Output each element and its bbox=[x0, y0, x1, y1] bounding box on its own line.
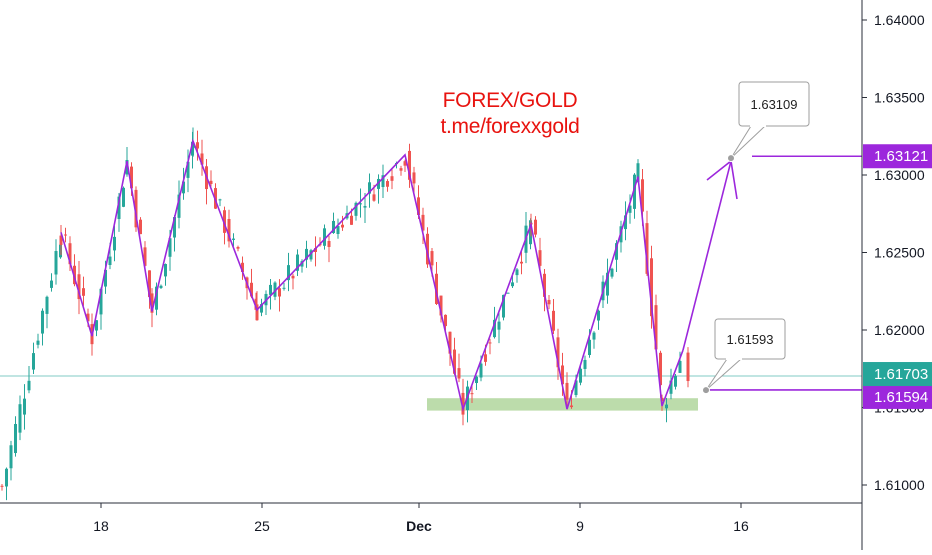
candle-body bbox=[534, 220, 537, 235]
candle-body bbox=[10, 445, 13, 468]
callout-anchor-dot bbox=[728, 155, 735, 162]
candle-body bbox=[283, 288, 286, 289]
y-tick-label: 1.63500 bbox=[874, 90, 925, 106]
candle-body bbox=[431, 251, 434, 265]
candle-body bbox=[665, 405, 668, 409]
candle-body bbox=[489, 342, 492, 343]
y-tick-label: 1.62500 bbox=[874, 245, 925, 261]
candle-body bbox=[196, 142, 199, 148]
support-zone-layer bbox=[0, 376, 862, 411]
pattern-layer bbox=[61, 141, 862, 409]
candle-body bbox=[292, 276, 295, 279]
x-tick-label: Dec bbox=[406, 518, 432, 534]
candle-body bbox=[50, 281, 53, 288]
zigzag-pattern-line bbox=[61, 141, 683, 409]
watermark-line-1: FOREX/GOLD bbox=[400, 88, 620, 114]
candle-body bbox=[41, 311, 44, 334]
candle-body bbox=[23, 399, 26, 415]
candle-body bbox=[341, 225, 344, 228]
projection-arrow-right bbox=[731, 161, 737, 199]
candle-body bbox=[588, 340, 591, 355]
candle-body bbox=[32, 353, 35, 370]
candle-body bbox=[82, 288, 85, 296]
candle-body bbox=[611, 269, 614, 277]
candle-body bbox=[570, 405, 573, 407]
candle-body bbox=[458, 368, 461, 378]
candle-body bbox=[109, 257, 112, 265]
candle-body bbox=[597, 311, 600, 321]
candle-body bbox=[386, 181, 389, 187]
candle-body bbox=[28, 381, 31, 390]
callout-pointer bbox=[706, 359, 741, 390]
y-tick-label: 1.61000 bbox=[874, 477, 925, 493]
watermark-line-2: t.me/forexxgold bbox=[400, 114, 620, 140]
x-tick-label: 18 bbox=[93, 518, 109, 534]
candle-body bbox=[278, 288, 281, 296]
candle-body bbox=[113, 237, 116, 251]
candle-body bbox=[475, 377, 478, 383]
candle-body bbox=[520, 262, 523, 264]
x-tick-label: 9 bbox=[576, 518, 584, 534]
candle-body bbox=[584, 360, 587, 369]
candle-body bbox=[593, 333, 596, 340]
target-price-badge-text: 1.63121 bbox=[874, 148, 928, 165]
candle-body bbox=[400, 168, 403, 171]
candle-body bbox=[373, 194, 376, 200]
candle-body bbox=[350, 216, 353, 225]
callout-joint bbox=[750, 125, 766, 127]
candle-body bbox=[164, 264, 167, 276]
candle-body bbox=[484, 354, 487, 362]
candle-body bbox=[548, 300, 551, 304]
callout-label: 1.63109 bbox=[751, 97, 798, 112]
callout-pointer bbox=[731, 126, 765, 158]
y-tick-label: 1.62000 bbox=[874, 322, 925, 338]
candle-body bbox=[471, 393, 474, 394]
callout-joint bbox=[726, 358, 742, 360]
candle-body bbox=[413, 172, 416, 183]
candle-body bbox=[237, 247, 240, 249]
candle-body bbox=[5, 469, 8, 487]
second-price-badge-text: 1.61594 bbox=[874, 389, 928, 406]
y-tick-label: 1.64000 bbox=[874, 12, 925, 28]
last-price-badge-text: 1.61703 bbox=[874, 366, 928, 383]
candle-body bbox=[269, 285, 272, 295]
candle-body bbox=[507, 293, 510, 294]
candle-body bbox=[160, 286, 163, 288]
candle-body bbox=[19, 404, 22, 432]
callout-anchor-dot bbox=[703, 387, 710, 394]
candle-body bbox=[516, 269, 519, 275]
candle-body bbox=[511, 282, 514, 286]
candle-body bbox=[566, 383, 569, 400]
candle-body bbox=[552, 311, 555, 331]
candles-layer bbox=[1, 127, 690, 500]
candle-body bbox=[46, 297, 49, 314]
candle-body bbox=[674, 376, 677, 387]
candle-body bbox=[37, 341, 40, 345]
candle-body bbox=[480, 364, 483, 378]
candle-body bbox=[391, 176, 394, 181]
candle-body bbox=[232, 239, 235, 240]
candle-body bbox=[364, 206, 367, 208]
candle-body bbox=[687, 353, 690, 381]
candle-body bbox=[14, 424, 17, 453]
watermark: FOREX/GOLD t.me/forexxgold bbox=[400, 88, 620, 140]
x-tick-label: 25 bbox=[254, 518, 270, 534]
candle-body bbox=[55, 251, 58, 274]
candle-body bbox=[122, 188, 125, 207]
x-tick-label: 16 bbox=[733, 518, 749, 534]
candle-body bbox=[498, 322, 501, 330]
candle-body bbox=[1, 486, 4, 487]
callout-label: 1.61593 bbox=[727, 332, 774, 347]
candle-body bbox=[328, 241, 331, 247]
candle-body bbox=[64, 235, 67, 236]
candle-body bbox=[219, 199, 222, 200]
y-tick-label: 1.63000 bbox=[874, 167, 925, 183]
